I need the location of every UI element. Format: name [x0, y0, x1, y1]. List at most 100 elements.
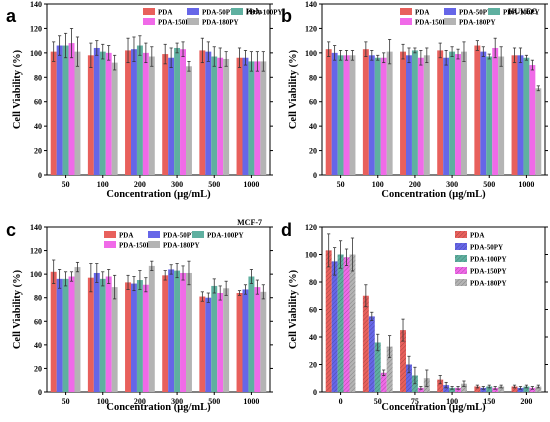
x-tick-label: 200 [134, 180, 146, 189]
y-tick-label: 100 [305, 49, 317, 58]
legend-label: PDA-50PY [470, 244, 503, 252]
legend-label: PDA-50PY [459, 9, 492, 17]
bar [523, 57, 530, 175]
bar [529, 65, 536, 175]
bar [168, 57, 175, 175]
panel-title: Hela [246, 7, 262, 16]
legend-swatch [148, 231, 160, 238]
bar [205, 51, 212, 176]
legend-label: PDA-100PY [246, 9, 283, 17]
bar [125, 50, 131, 175]
legend-label: PDA-100PY [503, 9, 540, 17]
panel-title: MCF-7 [237, 218, 262, 227]
bar [180, 49, 187, 175]
legend: PDA PDA-50PY PDA-100PY PDA-150PY PDA-180PY [455, 231, 507, 288]
bar [349, 254, 356, 392]
bar [260, 291, 267, 392]
bar [437, 50, 444, 175]
legend-swatch [455, 279, 467, 286]
y-tick-label: 80 [309, 73, 317, 82]
legend-label: PDA-100PY [207, 232, 244, 240]
panel-letter: a [6, 6, 17, 26]
legend-label: PDA [158, 9, 172, 17]
legend-swatch [400, 8, 412, 15]
bar [380, 57, 387, 175]
y-tick-label: 100 [30, 49, 42, 58]
bar [136, 280, 143, 392]
y-tick-label: 100 [30, 270, 42, 279]
y-axis-title: Cell Viability (%) [288, 49, 299, 129]
bar [411, 50, 418, 175]
bar [50, 51, 57, 176]
bar [162, 275, 169, 392]
x-axis-title: Concentration (μg/mL) [381, 189, 486, 200]
legend-swatch [455, 231, 467, 238]
y-tick-label: 0 [313, 171, 317, 180]
bar [492, 47, 499, 175]
legend-swatch [148, 241, 160, 248]
y-axis-title: Cell Viability (%) [12, 269, 23, 349]
bar [331, 52, 338, 175]
x-tick-label: 50 [62, 180, 70, 189]
bar [343, 55, 350, 175]
bar [380, 372, 387, 392]
legend-label: PDA-150PY [158, 19, 195, 27]
legend-swatch [143, 8, 155, 15]
bar [455, 387, 462, 392]
y-tick-label: 140 [30, 223, 42, 232]
bar [217, 293, 224, 392]
bar [517, 55, 524, 175]
legend-swatch [400, 18, 412, 25]
y-tick-label: 40 [309, 122, 317, 131]
y-tick-label: 0 [38, 171, 42, 180]
bar [480, 51, 487, 176]
bar [62, 278, 69, 392]
bar [242, 57, 249, 175]
bar [236, 293, 243, 392]
panel-d: 0 20 40 60 80 100 120 0 50 75 100 150 200 Concentrati… [281, 220, 548, 413]
x-axis-title: Concentration (μg/mL) [381, 402, 486, 413]
x-tick-label: 150 [483, 397, 495, 406]
bar [535, 88, 542, 175]
bar [148, 56, 155, 176]
x-tick-label: 100 [97, 397, 109, 406]
y-tick-label: 100 [305, 251, 317, 260]
bar [449, 51, 456, 176]
panel-title: HUVEC [508, 7, 537, 16]
bar [405, 55, 412, 175]
bar [474, 45, 481, 176]
bar [405, 364, 412, 392]
bar [180, 272, 187, 392]
legend-label: PDA-50PY [202, 9, 235, 17]
x-tick-label: 75 [411, 397, 419, 406]
y-tick-label: 20 [309, 361, 317, 370]
bar [337, 254, 344, 392]
bar [74, 51, 81, 176]
legend-label: PDA [470, 232, 484, 240]
bar [386, 51, 393, 176]
x-tick-label: 300 [446, 180, 458, 189]
bar [148, 265, 155, 392]
legend-label: PDA [415, 9, 429, 17]
bar [105, 52, 112, 175]
legend-label: PDA-180PY [163, 242, 200, 250]
bar [498, 56, 505, 176]
x-tick-label: 50 [62, 397, 70, 406]
bar [400, 330, 406, 392]
bar [254, 287, 261, 392]
bar [87, 55, 94, 175]
bar [362, 49, 369, 175]
x-tick-label: 500 [483, 180, 495, 189]
bar [111, 287, 118, 392]
bar [105, 276, 112, 392]
bar [223, 288, 230, 392]
bar [93, 272, 100, 392]
bar [517, 387, 524, 392]
legend-label: PDA [119, 232, 133, 240]
bar [368, 316, 375, 392]
bar [461, 51, 467, 176]
bar [236, 57, 243, 175]
x-tick-label: 1000 [518, 180, 534, 189]
x-tick-label: 100 [446, 397, 458, 406]
bar [248, 61, 255, 175]
